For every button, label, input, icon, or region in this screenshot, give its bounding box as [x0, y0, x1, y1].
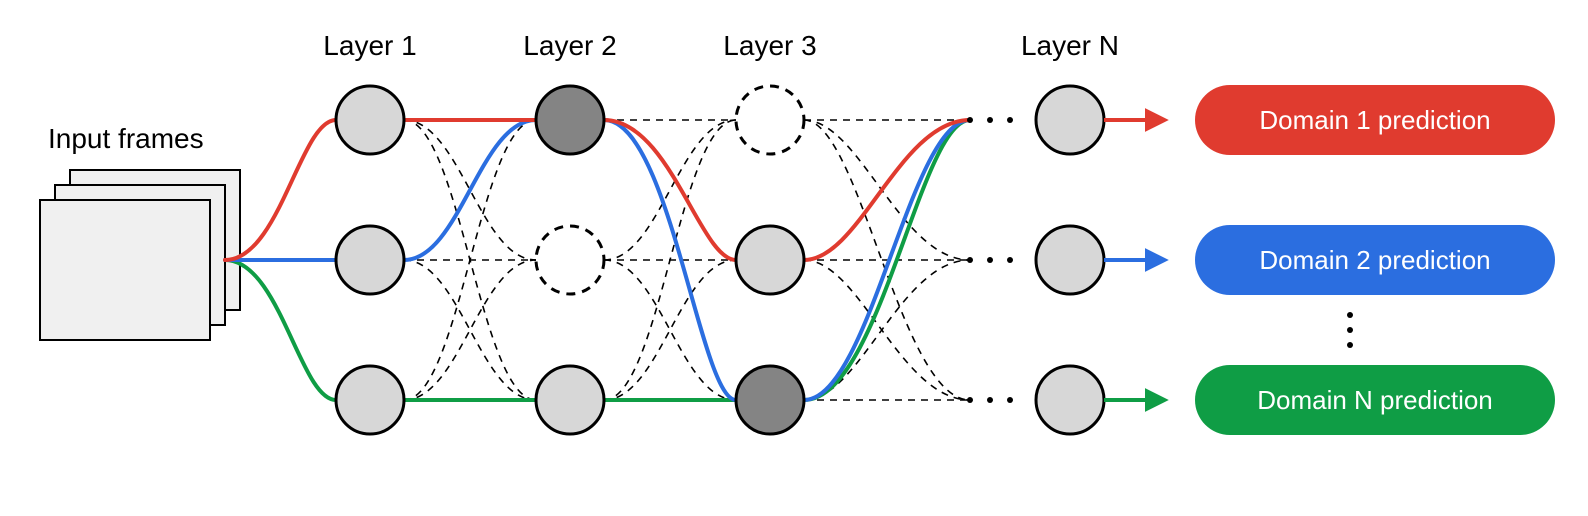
- ellipsis-dot: [1347, 327, 1353, 333]
- layer1-label: Layer 1: [323, 30, 416, 61]
- prediction-pill-label: Domain 1 prediction: [1259, 105, 1490, 135]
- ellipsis-dot: [1007, 397, 1013, 403]
- node: [736, 86, 804, 154]
- prediction-pill-label: Domain N prediction: [1257, 385, 1493, 415]
- node: [336, 86, 404, 154]
- node: [536, 226, 604, 294]
- ellipsis-dot: [967, 117, 973, 123]
- ellipsis-dot: [987, 397, 993, 403]
- node: [1036, 366, 1104, 434]
- path-red: [604, 120, 736, 260]
- node: [736, 226, 804, 294]
- input-frame: [40, 200, 210, 340]
- layer2-label: Layer 2: [523, 30, 616, 61]
- node: [1036, 226, 1104, 294]
- input-frames-label: Input frames: [48, 123, 204, 154]
- ellipsis-dot: [987, 117, 993, 123]
- prediction-pill-label: Domain 2 prediction: [1259, 245, 1490, 275]
- edge-dashed: [404, 260, 536, 400]
- ellipsis-dot: [987, 257, 993, 263]
- node: [1036, 86, 1104, 154]
- ellipsis-dot: [1007, 257, 1013, 263]
- network-diagram: Input frames Layer 1 Layer 2 Layer 3 Layer N…: [0, 0, 1588, 516]
- path-green: [225, 260, 336, 400]
- node: [336, 226, 404, 294]
- node: [336, 366, 404, 434]
- layerN-label: Layer N: [1021, 30, 1119, 61]
- layer3-label: Layer 3: [723, 30, 816, 61]
- ellipsis-dot: [967, 257, 973, 263]
- ellipsis-dot: [1007, 117, 1013, 123]
- path-blue: [404, 120, 536, 260]
- edge-dashed: [604, 120, 736, 260]
- ellipsis-dot: [1347, 342, 1353, 348]
- ellipsis-dot: [967, 397, 973, 403]
- node: [536, 86, 604, 154]
- path-red: [225, 120, 336, 260]
- edge-dashed: [404, 260, 536, 400]
- ellipsis-dot: [1347, 312, 1353, 318]
- node: [536, 366, 604, 434]
- node: [736, 366, 804, 434]
